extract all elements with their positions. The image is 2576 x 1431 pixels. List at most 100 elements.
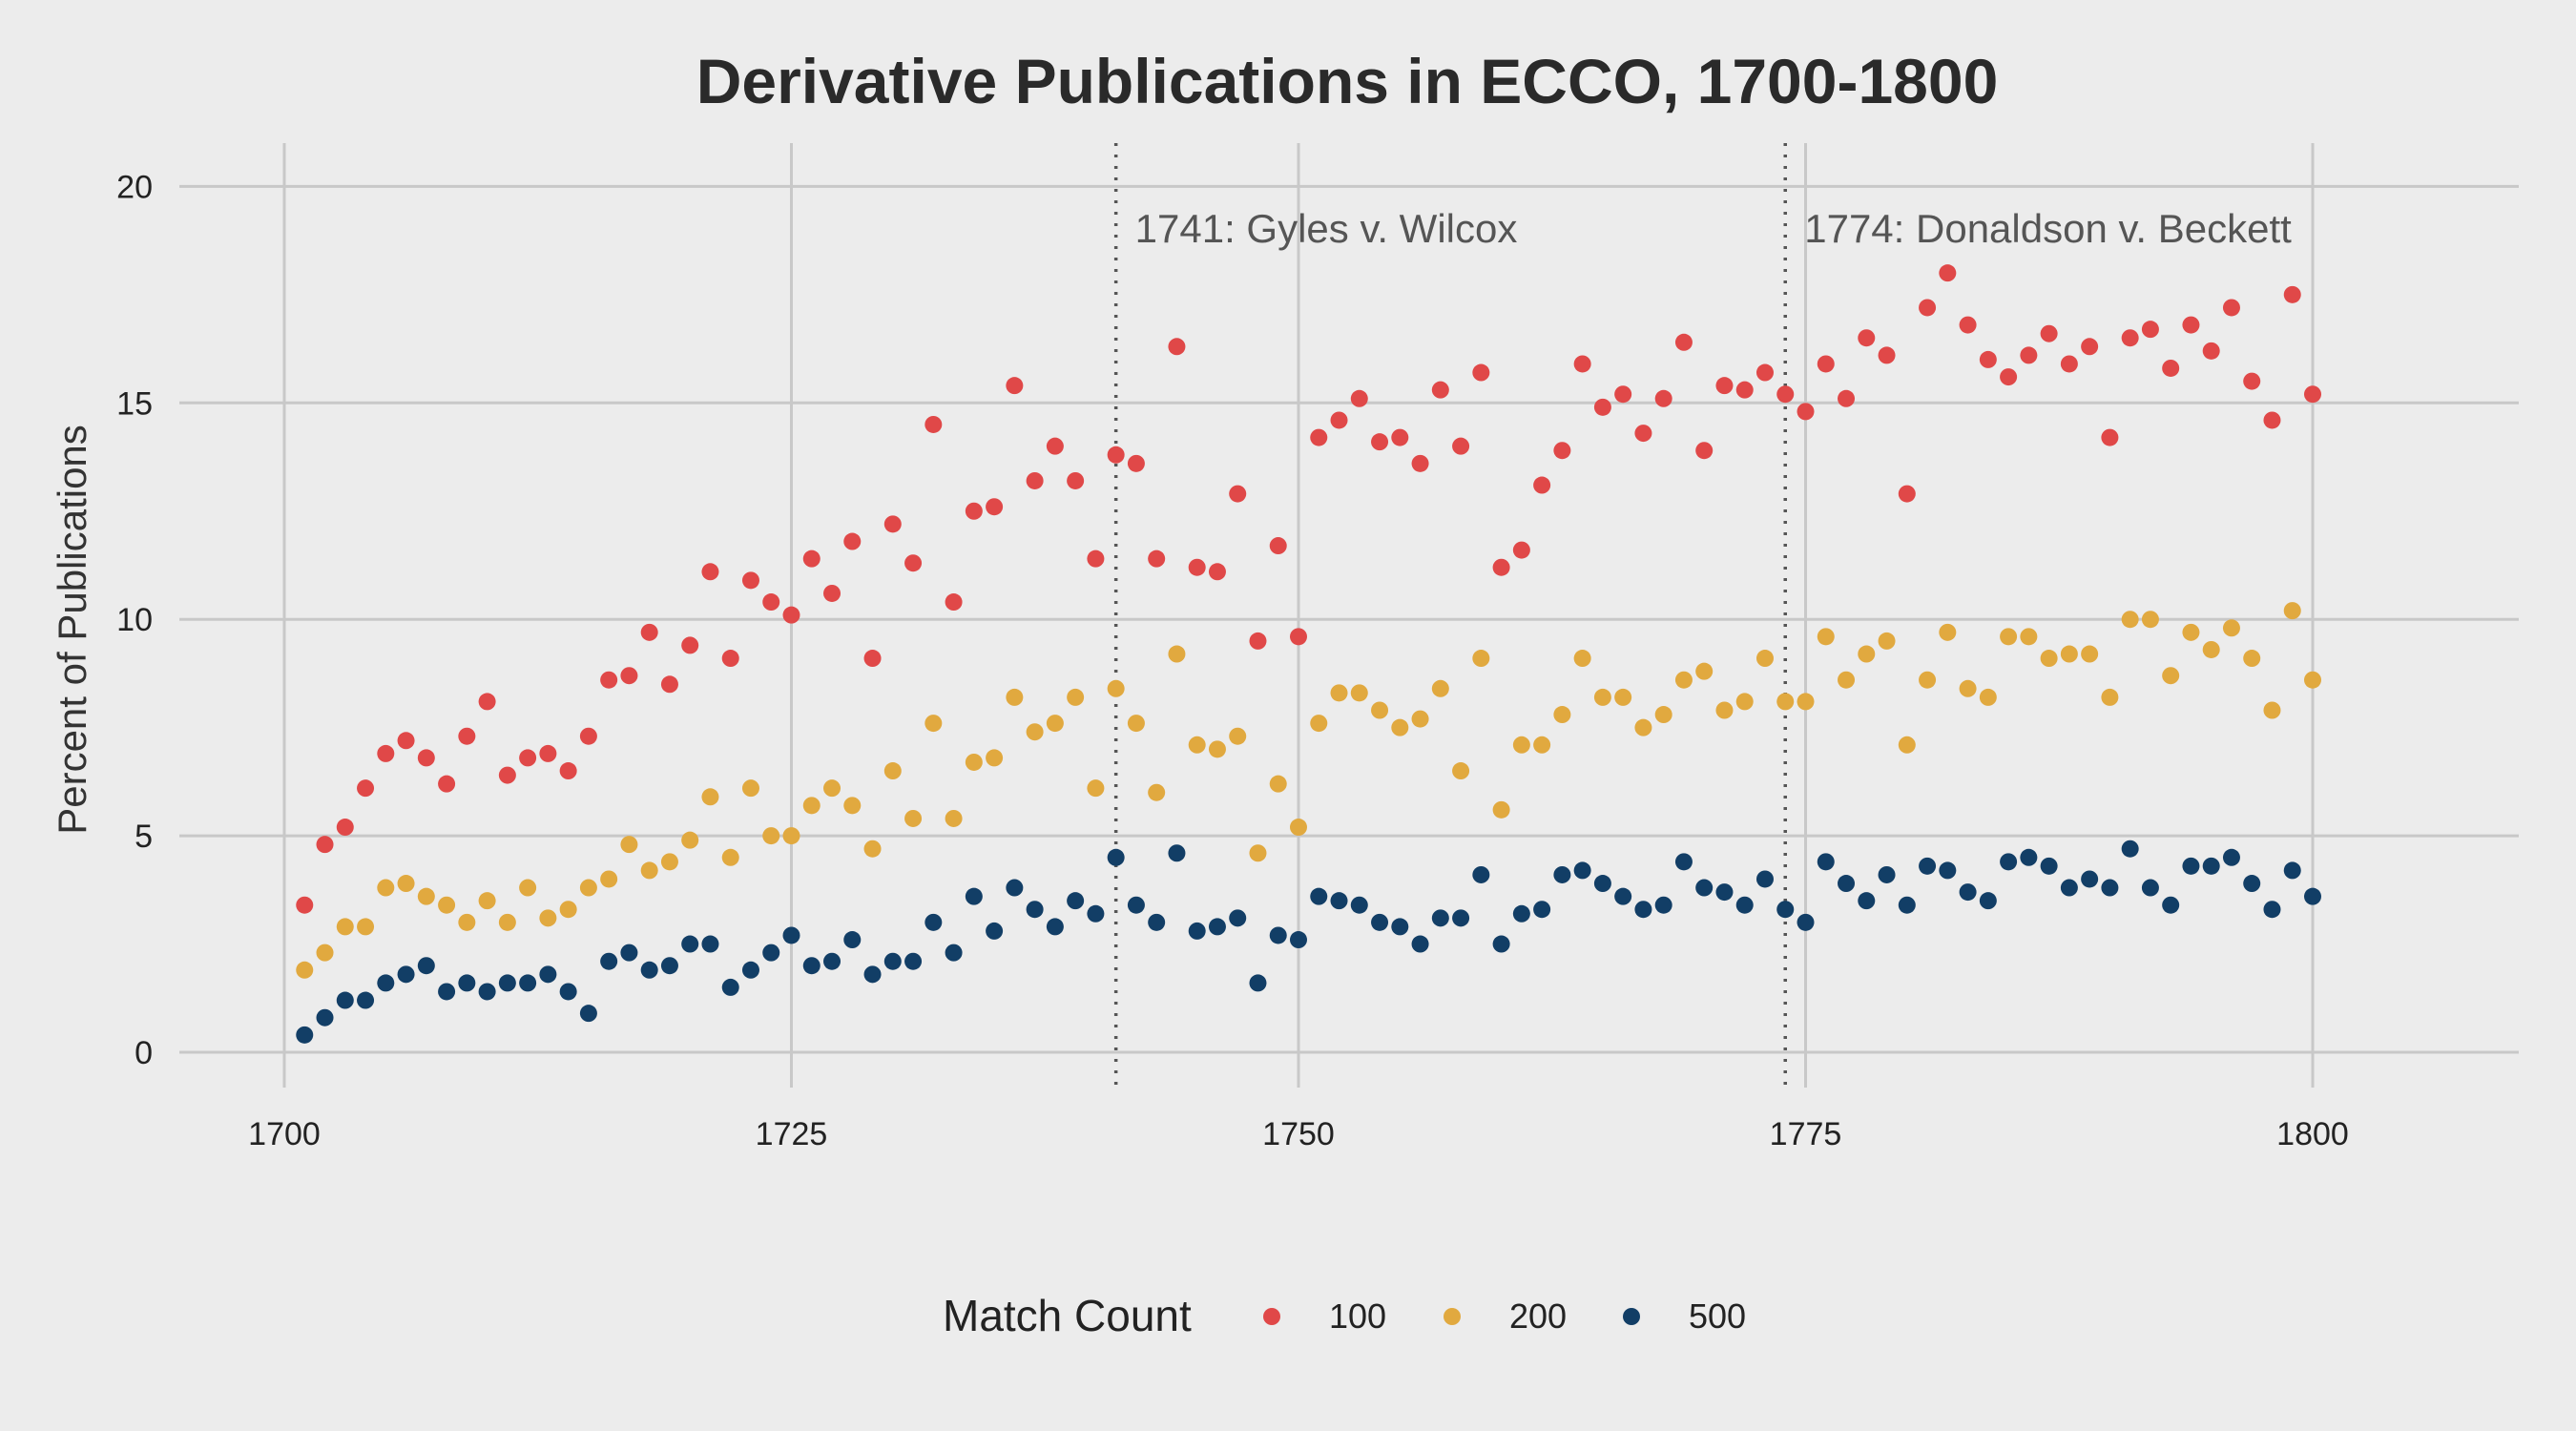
data-point-100	[2182, 316, 2200, 334]
data-point-500	[1838, 875, 1856, 893]
data-point-500	[1979, 892, 1997, 910]
data-point-100	[1452, 437, 1470, 455]
data-point-200	[660, 853, 678, 871]
data-point-200	[802, 797, 821, 815]
data-point-200	[2243, 650, 2261, 668]
data-point-500	[377, 974, 395, 992]
data-point-500	[539, 965, 557, 984]
data-point-100	[1188, 558, 1206, 576]
data-point-200	[2222, 619, 2240, 637]
data-point-200	[1208, 740, 1226, 758]
data-point-200	[2263, 701, 2281, 719]
data-point-200	[2000, 628, 2018, 646]
data-point-200	[1148, 783, 1166, 801]
data-point-100	[1330, 411, 1348, 429]
data-point-100	[965, 502, 983, 520]
data-point-200	[1838, 671, 1856, 689]
data-point-500	[1492, 935, 1510, 953]
data-point-100	[1391, 428, 1409, 446]
data-point-100	[1310, 428, 1328, 446]
data-point-100	[762, 593, 780, 612]
data-point-200	[2283, 602, 2301, 620]
y-tick-label: 15	[116, 385, 153, 422]
data-point-500	[1512, 904, 1530, 923]
data-point-200	[2202, 640, 2220, 658]
data-point-200	[640, 861, 658, 880]
data-point-200	[986, 749, 1004, 767]
data-point-200	[721, 848, 739, 866]
data-point-500	[519, 974, 537, 992]
data-point-200	[377, 879, 395, 897]
data-point-200	[945, 809, 963, 827]
data-point-200	[2020, 628, 2038, 646]
data-point-500	[1959, 883, 1977, 902]
data-point-500	[1168, 844, 1186, 862]
legend-title: Match Count	[943, 1291, 1192, 1340]
data-point-100	[1959, 316, 1977, 334]
data-point-500	[1674, 853, 1693, 871]
data-point-500	[802, 957, 821, 975]
data-point-200	[782, 827, 800, 845]
data-point-100	[904, 554, 923, 572]
data-point-200	[2040, 650, 2058, 668]
data-point-200	[741, 779, 759, 798]
data-point-200	[1472, 650, 1490, 668]
data-point-100	[1573, 355, 1591, 373]
data-point-100	[2020, 346, 2038, 364]
data-point-500	[1919, 857, 1937, 875]
data-point-500	[1026, 901, 1044, 919]
annotation-label: 1774: Donaldson v. Beckett	[1804, 206, 2292, 251]
data-point-200	[2304, 671, 2321, 689]
data-point-100	[782, 606, 800, 624]
data-point-200	[417, 887, 435, 905]
data-point-200	[904, 809, 923, 827]
data-point-500	[1858, 892, 1876, 910]
data-point-200	[1919, 671, 1937, 689]
chart-title: Derivative Publications in ECCO, 1700-18…	[696, 46, 1999, 116]
data-point-200	[1046, 715, 1064, 733]
data-point-200	[1127, 715, 1145, 733]
data-point-100	[2121, 329, 2139, 347]
data-point-200	[701, 788, 719, 806]
data-point-500	[1695, 879, 1714, 897]
data-point-500	[945, 944, 963, 962]
annotation-label: 1741: Gyles v. Wilcox	[1135, 206, 1518, 251]
data-point-200	[1249, 844, 1267, 862]
data-point-200	[1168, 645, 1186, 663]
data-point-500	[1249, 974, 1267, 992]
data-point-500	[478, 983, 496, 1001]
data-point-200	[823, 779, 841, 798]
data-point-100	[1290, 628, 1307, 646]
data-point-100	[823, 584, 841, 602]
data-point-100	[1715, 377, 1734, 395]
data-point-100	[1208, 563, 1226, 581]
data-point-500	[823, 952, 841, 970]
data-point-500	[1269, 926, 1287, 944]
data-point-100	[1654, 389, 1672, 407]
data-point-100	[945, 593, 963, 612]
legend-label-100: 100	[1329, 1296, 1386, 1336]
data-point-100	[498, 766, 516, 784]
data-point-500	[1310, 887, 1328, 905]
data-point-200	[336, 918, 354, 936]
data-point-500	[417, 957, 435, 975]
data-point-200	[681, 831, 699, 849]
data-point-100	[1735, 381, 1754, 399]
data-point-200	[1350, 684, 1368, 702]
data-point-100	[1046, 437, 1064, 455]
data-point-500	[498, 974, 516, 992]
data-point-100	[1006, 377, 1024, 395]
data-point-200	[1269, 775, 1287, 793]
data-point-200	[519, 879, 537, 897]
data-point-100	[1817, 355, 1835, 373]
data-point-100	[1797, 403, 1815, 421]
data-point-100	[1148, 550, 1166, 568]
data-point-200	[1290, 819, 1307, 837]
data-point-100	[1533, 476, 1551, 494]
legend: Match Count 100 200 500	[943, 1291, 1746, 1340]
data-point-100	[1939, 264, 1957, 282]
x-tick-label: 1775	[1770, 1116, 1842, 1152]
data-point-200	[600, 870, 618, 888]
data-point-200	[1553, 706, 1571, 724]
data-point-100	[1431, 381, 1449, 399]
